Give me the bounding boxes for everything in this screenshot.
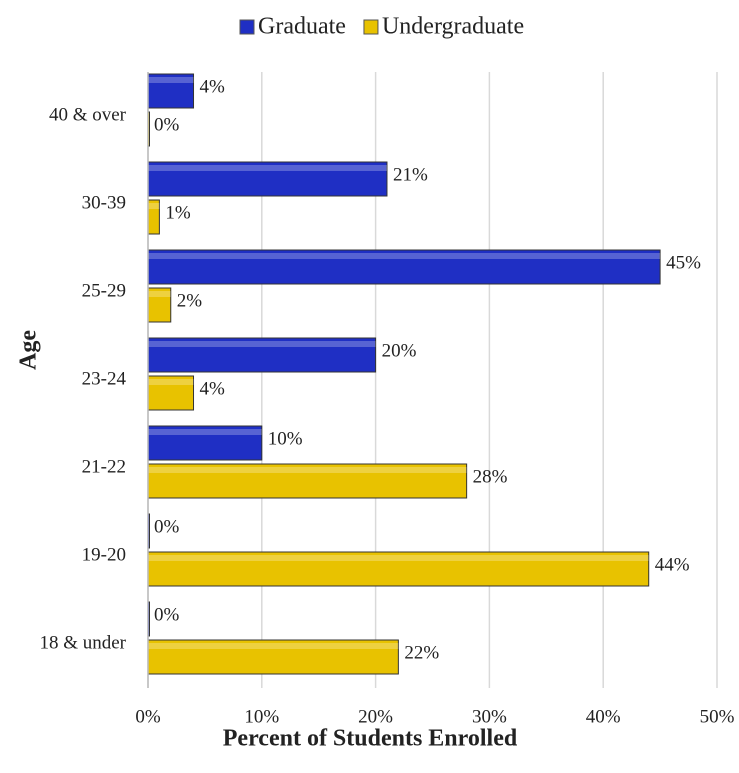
y-tick-label: 21-22 xyxy=(82,456,126,477)
bar xyxy=(147,463,468,499)
bar-shine xyxy=(148,165,387,171)
data-label: 28% xyxy=(473,466,508,487)
bar xyxy=(147,161,388,197)
data-label: 10% xyxy=(268,428,303,449)
y-tick-label: 19-20 xyxy=(82,544,126,565)
bar xyxy=(147,551,650,587)
data-label: 45% xyxy=(666,252,701,273)
data-label: 4% xyxy=(200,76,226,97)
x-tick-label: 40% xyxy=(586,706,621,727)
bar xyxy=(147,639,399,675)
data-label: 4% xyxy=(200,378,226,399)
data-label: 0% xyxy=(154,604,180,625)
y-tick-label: 23-24 xyxy=(82,368,127,389)
bar-shine xyxy=(148,77,194,83)
bar-shine xyxy=(148,379,194,385)
legend-swatch xyxy=(363,19,379,35)
bar-shine xyxy=(148,253,661,259)
x-axis-title: Percent of Students Enrolled xyxy=(223,726,518,752)
legend-swatch xyxy=(239,19,255,35)
bar xyxy=(147,337,377,373)
y-tick-label: 25-29 xyxy=(82,280,126,301)
data-label: 2% xyxy=(177,290,203,311)
bar-shine xyxy=(148,555,649,561)
y-tick-label: 18 & under xyxy=(39,632,126,653)
data-label: 22% xyxy=(404,642,439,663)
bar-shine xyxy=(148,203,160,209)
data-label: 44% xyxy=(655,554,690,575)
data-label: 20% xyxy=(382,340,417,361)
legend-label: Graduate xyxy=(258,14,346,40)
bar-shine xyxy=(148,467,467,473)
x-tick-label: 50% xyxy=(700,706,735,727)
data-label: 0% xyxy=(154,516,180,537)
data-label: 21% xyxy=(393,164,428,185)
y-tick-label: 30-39 xyxy=(82,192,126,213)
bar-shine xyxy=(148,429,262,435)
data-label: 0% xyxy=(154,114,180,135)
bar-shine xyxy=(148,291,171,297)
bar xyxy=(147,73,195,109)
x-tick-label: 0% xyxy=(135,706,161,727)
data-label: 1% xyxy=(165,202,191,223)
x-tick-label: 20% xyxy=(358,706,393,727)
bar-shine xyxy=(148,341,376,347)
bar xyxy=(147,375,195,411)
legend-label: Undergraduate xyxy=(382,14,524,40)
x-tick-label: 30% xyxy=(472,706,507,727)
y-axis-title: Age xyxy=(16,330,42,370)
y-tick-label: 40 & over xyxy=(49,104,127,125)
bar xyxy=(147,425,263,461)
x-tick-label: 10% xyxy=(244,706,279,727)
bar xyxy=(147,249,661,285)
bar-shine xyxy=(148,643,399,649)
